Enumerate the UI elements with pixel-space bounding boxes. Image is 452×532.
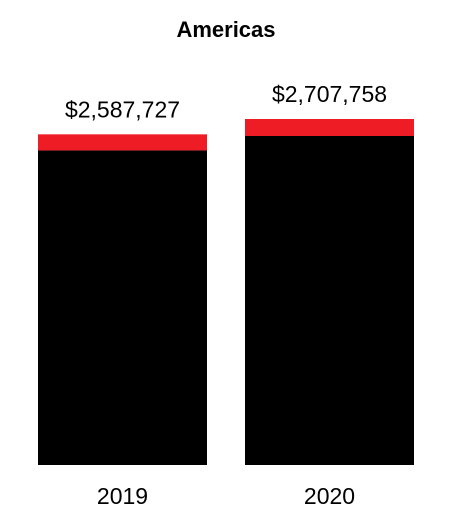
bar-segment [38,134,207,151]
bar-segment [245,119,414,136]
x-tick-label: 2019 [97,483,148,509]
chart-title: Americas [176,17,275,42]
total-label: $2,707,758 [272,81,387,107]
bar-segment [245,135,414,465]
x-tick-label: 2020 [304,483,355,509]
bar-segment [38,150,207,465]
total-label: $2,587,727 [65,96,180,122]
